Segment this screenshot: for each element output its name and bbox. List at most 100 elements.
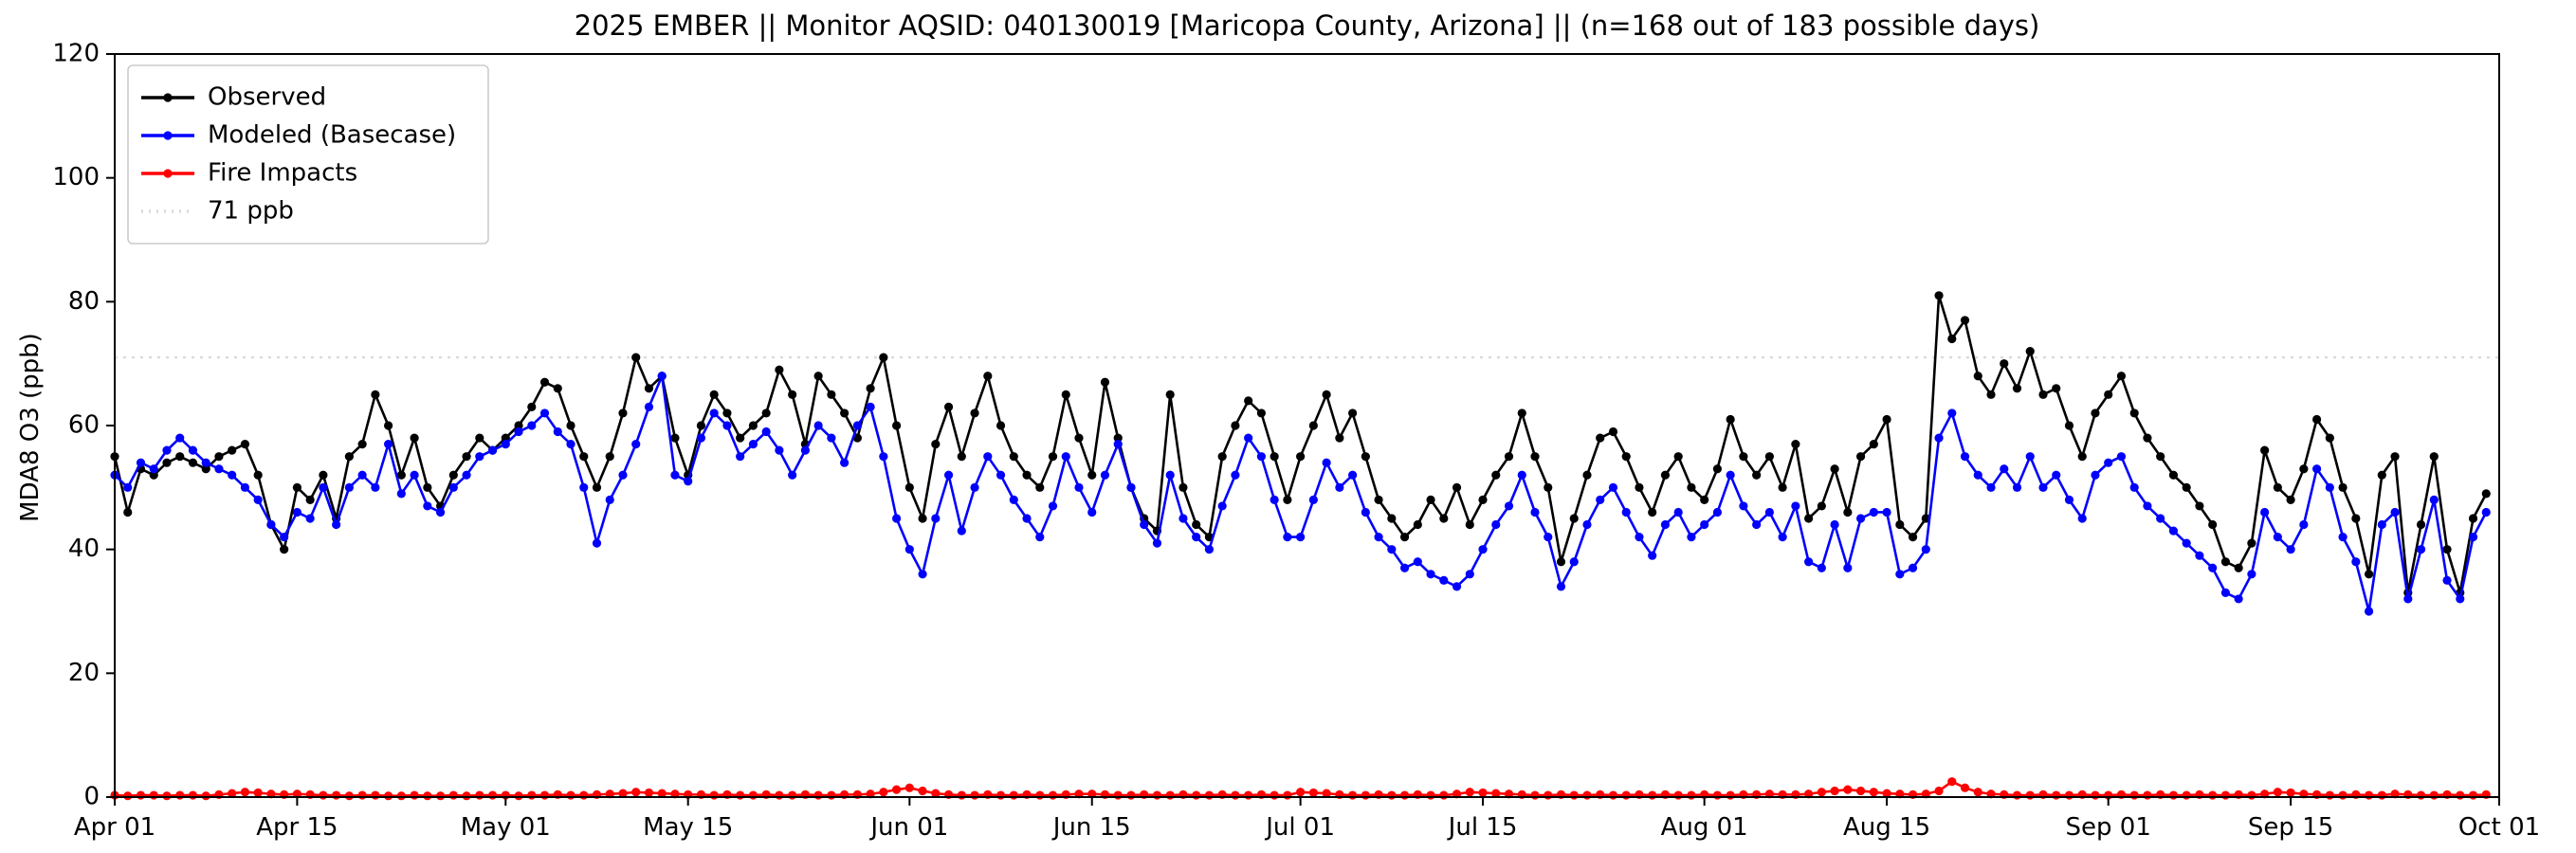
series-observed-marker [462,452,471,462]
series-fire-impacts-marker [1009,790,1018,800]
series-observed-marker [1231,421,1240,430]
series-modeled-basecase-marker [2220,588,2230,598]
series-modeled-basecase-marker [1465,570,1474,579]
series-observed-marker [918,514,927,523]
series-observed-marker [775,365,784,374]
series-modeled-basecase-marker [1504,501,1514,511]
series-fire-impacts-marker [136,790,146,800]
series-observed-marker [2182,482,2191,492]
series-fire-impacts-marker [2338,790,2348,800]
series-observed-marker [866,384,875,393]
series-fire-impacts-marker [1152,790,1162,800]
series-fire-impacts-marker [1582,790,1592,800]
series-fire-impacts-marker [1817,788,1826,797]
series-observed-marker [1296,452,1306,462]
series-modeled-basecase-marker [2064,495,2074,505]
series-modeled-basecase-marker [357,470,367,480]
series-modeled-basecase-marker [1687,533,1696,542]
series-observed-marker [280,545,289,554]
series-fire-impacts-marker [1478,788,1488,798]
series-fire-impacts-marker [1192,790,1201,800]
series-modeled-basecase-marker [1608,482,1618,492]
series-modeled-basecase-marker [1361,507,1370,517]
series-modeled-basecase-marker [1960,452,1970,462]
series-modeled-basecase-marker [1648,551,1657,560]
series-fire-impacts-marker [1204,790,1215,800]
series-observed-marker [292,482,302,492]
series-modeled-basecase-marker [1413,557,1422,567]
legend-label: Fire Impacts [208,159,357,188]
series-observed-marker [214,452,224,462]
series-modeled-basecase-marker [644,402,654,411]
series-observed-marker [736,433,745,443]
series-modeled-basecase-marker [266,519,276,530]
series-modeled-basecase-marker [2416,545,2426,554]
series-fire-impacts-marker [1830,786,1839,796]
series-modeled-basecase-marker [1596,495,1605,505]
series-observed-marker [618,408,628,418]
series-observed-marker [2311,414,2322,425]
series-observed-marker [1270,452,1279,462]
x-tick-label: Jul 01 [1264,813,1335,842]
series-modeled-basecase-marker [1921,545,1930,554]
series-observed-marker [1335,433,1344,443]
series-fire-impacts-marker [371,790,380,800]
series-modeled-basecase-marker [1439,575,1449,585]
legend-marker-modeled-basecase [163,131,173,140]
series-observed-marker [2468,514,2478,523]
series-modeled-basecase-marker [2195,551,2204,560]
series-observed-marker [1986,390,1996,399]
series-modeled-basecase-marker [2377,519,2386,530]
series-modeled-basecase-marker [1335,482,1344,492]
series-modeled-basecase-marker [1491,519,1501,530]
series-observed-marker [2481,489,2491,499]
series-observed-marker [149,470,158,480]
series-observed-marker [1973,372,1982,381]
series-fire-impacts-marker [2129,790,2139,800]
series-observed-marker [761,408,771,418]
series-observed-marker [1426,495,1435,505]
y-tick-label: 20 [68,659,100,687]
series-observed-marker [1348,408,1358,418]
series-fire-impacts-marker [970,790,979,800]
series-modeled-basecase-marker [1869,507,1878,517]
series-observed-marker [553,384,562,393]
series-modeled-basecase-marker [1530,507,1540,517]
series-modeled-basecase-marker [736,452,745,462]
series-observed-marker [592,482,602,492]
series-observed-marker [2064,421,2074,430]
series-observed-marker [1256,408,1266,418]
series-fire-impacts-marker [2364,790,2374,800]
series-modeled-basecase-marker [2116,452,2127,462]
series-fire-impacts-marker [736,790,745,800]
series-observed-marker [1673,452,1683,462]
series-observed-marker [1087,470,1097,480]
series-observed-marker [1947,334,1957,344]
legend-label: Modeled (Basecase) [208,121,456,150]
series-modeled-basecase-marker [2260,507,2270,517]
series-observed-marker [1244,396,1253,406]
series-fire-impacts-marker [1387,790,1397,800]
series-observed-marker [2364,570,2374,579]
series-observed-marker [1804,514,1814,523]
series-modeled-basecase-marker [970,482,979,492]
series-observed-marker [2429,452,2439,462]
series-modeled-basecase-marker [1296,533,1306,542]
series-observed-marker [748,421,758,430]
series-fire-impacts-marker [775,790,784,800]
series-fire-impacts-marker [1530,790,1540,800]
series-fire-impacts-marker [1270,790,1279,800]
series-modeled-basecase-marker [1192,533,1201,542]
series-modeled-basecase-marker [475,452,484,462]
series-fire-impacts-marker [123,791,133,801]
series-modeled-basecase-marker [1895,570,1905,579]
series-fire-impacts-marker [384,791,393,801]
series-modeled-basecase-marker [423,501,432,511]
series-observed-marker [1855,452,1866,462]
series-observed-marker [1764,452,1774,462]
series-observed-marker [1882,414,1891,425]
series-fire-impacts-marker [891,785,902,794]
series-observed-marker [2247,538,2256,548]
series-modeled-basecase-marker [240,482,250,492]
